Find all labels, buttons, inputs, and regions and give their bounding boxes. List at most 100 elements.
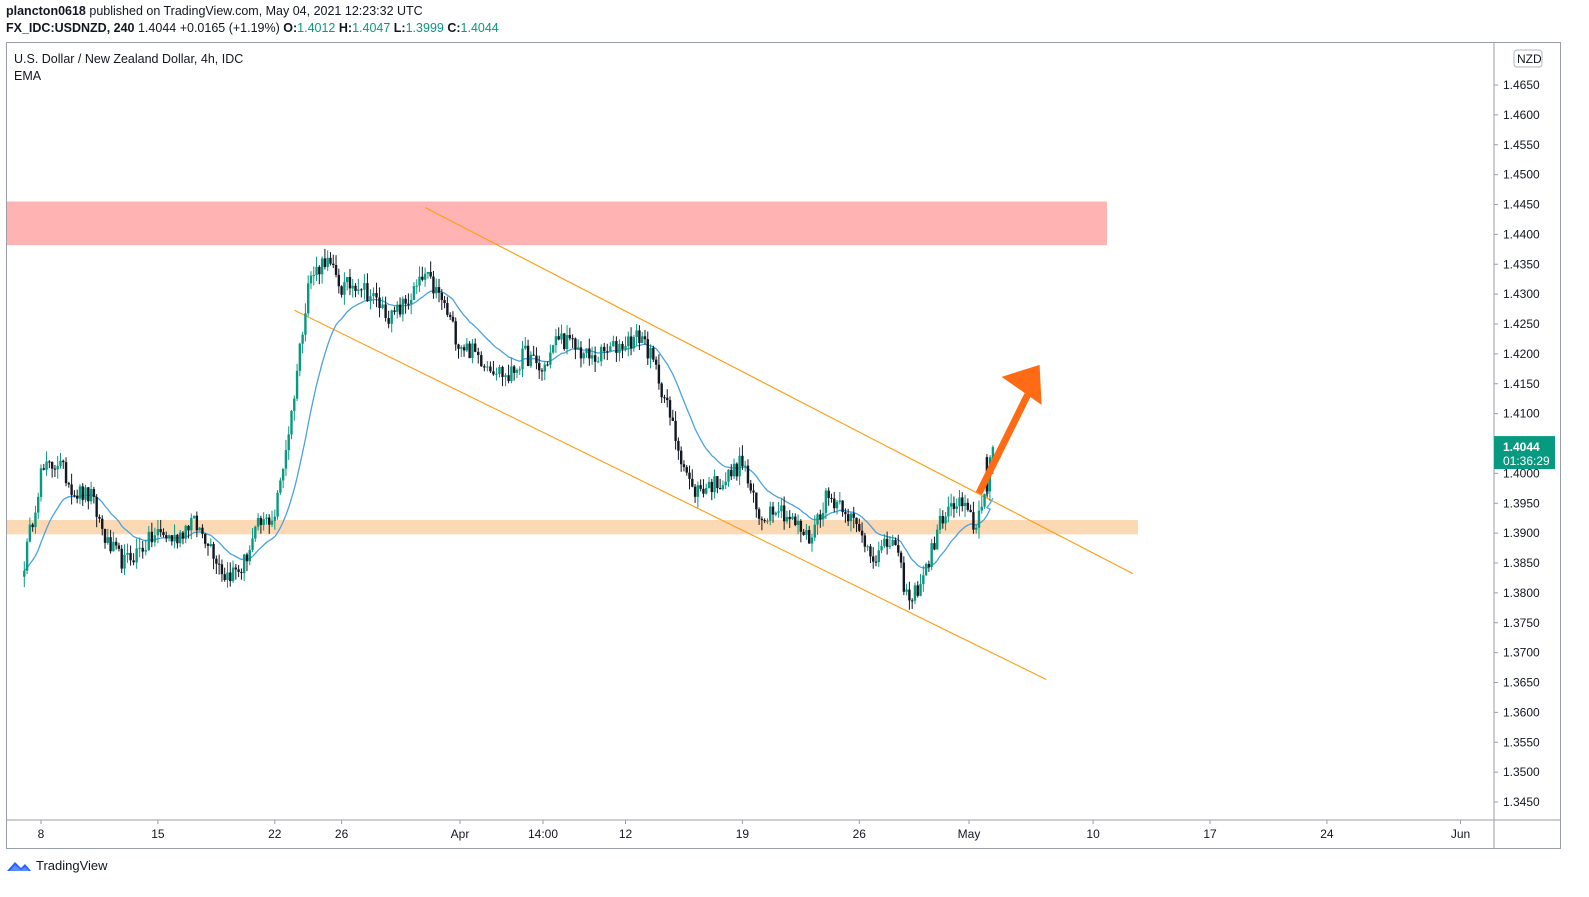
candle-body [849,513,853,522]
resistance-zone[interactable] [7,201,1107,246]
candle-body [732,463,736,477]
price-tick-label: 1.3750 [1503,616,1540,630]
candle-body [905,589,908,592]
author-name[interactable]: plancton0618 [6,4,86,18]
price-tick-label: 1.3950 [1503,496,1540,510]
publish-info: plancton0618 published on TradingView.co… [6,4,423,18]
candle-body [663,397,666,399]
candle-body [766,520,769,522]
candle-body [668,400,672,418]
candle-body [281,468,285,481]
candle-body [251,538,254,550]
chart-frame[interactable] [6,42,1561,849]
candle-body [504,375,507,377]
candle-body [117,545,121,549]
candle-body [423,273,427,280]
candle-body [126,552,129,555]
candle-body [23,570,26,577]
candle-body [39,468,43,497]
footer-brand[interactable]: TradingView [36,858,108,873]
currency-badge[interactable] [1513,49,1543,68]
candle-body [165,535,168,539]
trend-arrow-head[interactable] [1001,364,1042,405]
time-tick-label: Jun [1451,827,1470,841]
price-tick-label: 1.4250 [1503,317,1540,331]
candle-body [512,366,516,373]
candle-body [432,276,435,294]
time-tick-label: 17 [1203,827,1217,841]
candle-body [477,351,480,356]
ema-line[interactable] [23,290,994,572]
price-tick-label: 1.4500 [1503,168,1540,182]
candle-body [398,304,402,315]
candle-body [109,537,112,552]
last-price-marker[interactable] [1494,436,1555,470]
candle-body [135,548,138,563]
candle-body [716,476,719,489]
candle-body [421,276,424,280]
candle-body [234,567,238,570]
candle-body [588,348,591,359]
candle-body [679,450,683,465]
channel-upper-line[interactable] [424,206,1134,575]
candle-body [178,532,182,544]
candle-body [908,589,911,601]
candle-body [922,575,925,584]
candle-body [226,572,229,581]
time-tick-label: Apr [451,827,470,841]
candle-body [240,571,243,574]
candle-body [699,485,702,489]
candle-body [980,506,983,511]
price-tick-label: 1.4150 [1503,377,1540,391]
candle-body [92,489,96,497]
candle-body [874,561,878,563]
channel-lower-line[interactable] [294,309,1047,681]
last-price-label: 1.4044 [1503,440,1540,454]
candle-body [969,509,972,513]
candle-body [167,535,171,539]
candle-body [824,490,828,513]
candle-body [749,483,752,491]
candle-body [95,496,98,517]
candle-body [451,316,455,322]
candle-body [579,347,583,359]
candle-body [521,348,524,370]
candle-body [855,517,858,525]
candle-body [972,512,975,530]
candle-body [147,531,150,551]
candle-body [242,554,246,574]
candle-body [582,353,585,359]
candle-body [596,361,600,363]
candle-body [846,514,850,522]
candle-body [927,563,931,567]
candle-body [936,529,939,550]
candle-body [329,257,332,264]
candle-body [916,585,919,596]
candle-body [129,552,132,561]
trend-arrow-shaft[interactable] [975,393,1031,495]
price-tick-label: 1.3900 [1503,526,1540,540]
support-zone[interactable] [7,519,1138,535]
candle-body [418,276,421,286]
candle-body [930,543,933,567]
candle-body [287,434,290,451]
chart-legend-indicator[interactable]: EMA [14,69,42,83]
candle-body [190,517,193,531]
candle-body [34,512,37,528]
price-tick-label: 1.3800 [1503,586,1540,600]
candle-body [393,310,396,312]
candle-body [526,345,530,366]
candle-body [671,417,675,421]
plot-area[interactable] [7,201,1138,681]
candle-body [885,538,889,547]
candle-body [462,347,466,351]
candle-body [474,343,477,352]
candle-body [492,371,495,375]
candle-body [991,447,995,467]
candle-body [489,366,492,372]
candle-body [326,257,329,267]
candle-body [404,298,407,304]
candle-body [45,461,48,470]
candle-body [913,585,917,601]
